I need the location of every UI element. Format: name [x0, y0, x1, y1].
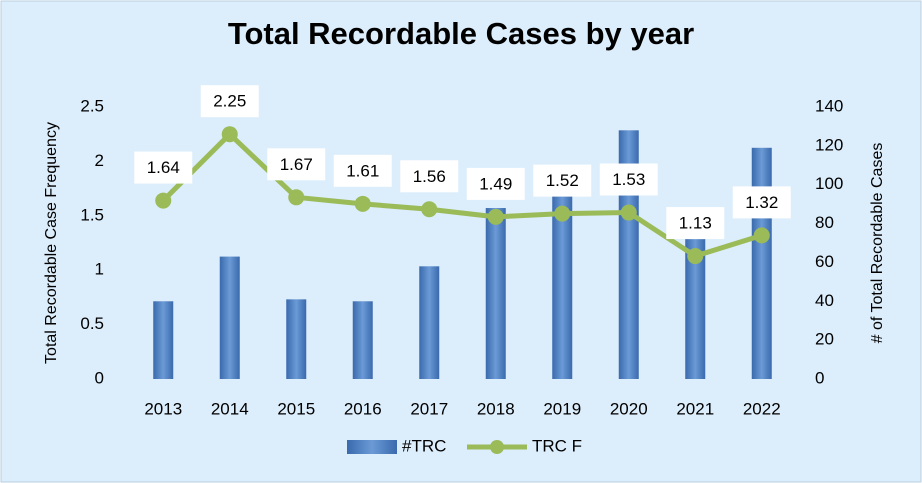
chart-title: Total Recordable Cases by year	[228, 16, 694, 51]
y-tick-label: 0	[95, 368, 104, 387]
bar	[485, 208, 506, 379]
y-tick-label: 1.5	[80, 205, 104, 224]
data-label: 1.52	[546, 171, 579, 190]
y-tick-label: 2	[95, 151, 104, 170]
y2-tick-label: 40	[815, 291, 834, 310]
x-tick-label: 2013	[144, 399, 182, 418]
x-tick-label: 2018	[477, 399, 515, 418]
marker	[620, 204, 637, 221]
data-label: 1.67	[280, 155, 313, 174]
marker	[221, 126, 238, 143]
data-label-box	[666, 207, 725, 240]
y2-tick-label: 0	[815, 368, 824, 387]
x-tick-label: 2017	[410, 399, 448, 418]
data-label: 2.25	[213, 92, 246, 111]
x-tick-label: 2021	[676, 399, 714, 418]
legend-swatch	[347, 440, 397, 454]
data-label-box	[533, 164, 592, 197]
data-label: 1.32	[745, 193, 778, 212]
legend-label: TRC F	[532, 436, 582, 455]
legend-swatch	[490, 440, 504, 454]
bar	[352, 301, 373, 379]
data-label: 1.61	[346, 161, 379, 180]
bar	[286, 299, 307, 379]
bar	[685, 239, 706, 379]
y2-tick-label: 80	[815, 213, 834, 232]
y-tick-label: 0.5	[80, 314, 104, 333]
data-label-box	[400, 160, 459, 193]
x-tick-label: 2022	[743, 399, 781, 418]
marker	[687, 248, 704, 265]
data-label-box	[200, 85, 259, 118]
y2-tick-label: 120	[815, 135, 843, 154]
bar	[419, 266, 440, 379]
x-tick-label: 2019	[543, 399, 581, 418]
x-tick-label: 2014	[211, 399, 249, 418]
bar	[552, 194, 573, 379]
x-tick-label: 2020	[610, 399, 648, 418]
y2-tick-label: 140	[815, 96, 843, 115]
data-label-box	[732, 186, 791, 219]
line	[161, 131, 763, 259]
data-label: 1.56	[413, 167, 446, 186]
y-tick-label: 2.5	[80, 96, 104, 115]
x-tick-label: 2015	[277, 399, 315, 418]
marker	[487, 208, 504, 225]
data-label-box	[466, 167, 525, 200]
y2-tick-label: 20	[815, 330, 834, 349]
x-tick-label: 2016	[344, 399, 382, 418]
bar	[153, 301, 174, 379]
marker	[354, 195, 371, 212]
marker	[753, 227, 770, 244]
data-label-box	[599, 163, 658, 196]
marker	[554, 205, 571, 222]
data-label-box	[134, 151, 193, 184]
y-tick-label: 1	[95, 260, 104, 279]
data-label: 1.64	[147, 158, 180, 177]
data-label: 1.49	[479, 174, 512, 193]
marker	[155, 192, 172, 209]
data-label-box	[267, 148, 326, 181]
marker	[288, 189, 305, 206]
marker	[421, 201, 438, 218]
data-label-box	[333, 154, 392, 187]
y2-tick-label: 100	[815, 174, 843, 193]
y-axis-title: Total Recordable Case Frequency	[43, 122, 60, 364]
y2-axis-title: # of Total Recordable Cases	[869, 143, 886, 344]
data-label: 1.13	[679, 214, 712, 233]
data-label: 1.53	[612, 170, 645, 189]
y2-tick-label: 60	[815, 252, 834, 271]
bar	[219, 256, 240, 379]
bar	[751, 147, 772, 379]
legend-label: #TRC	[402, 436, 446, 455]
